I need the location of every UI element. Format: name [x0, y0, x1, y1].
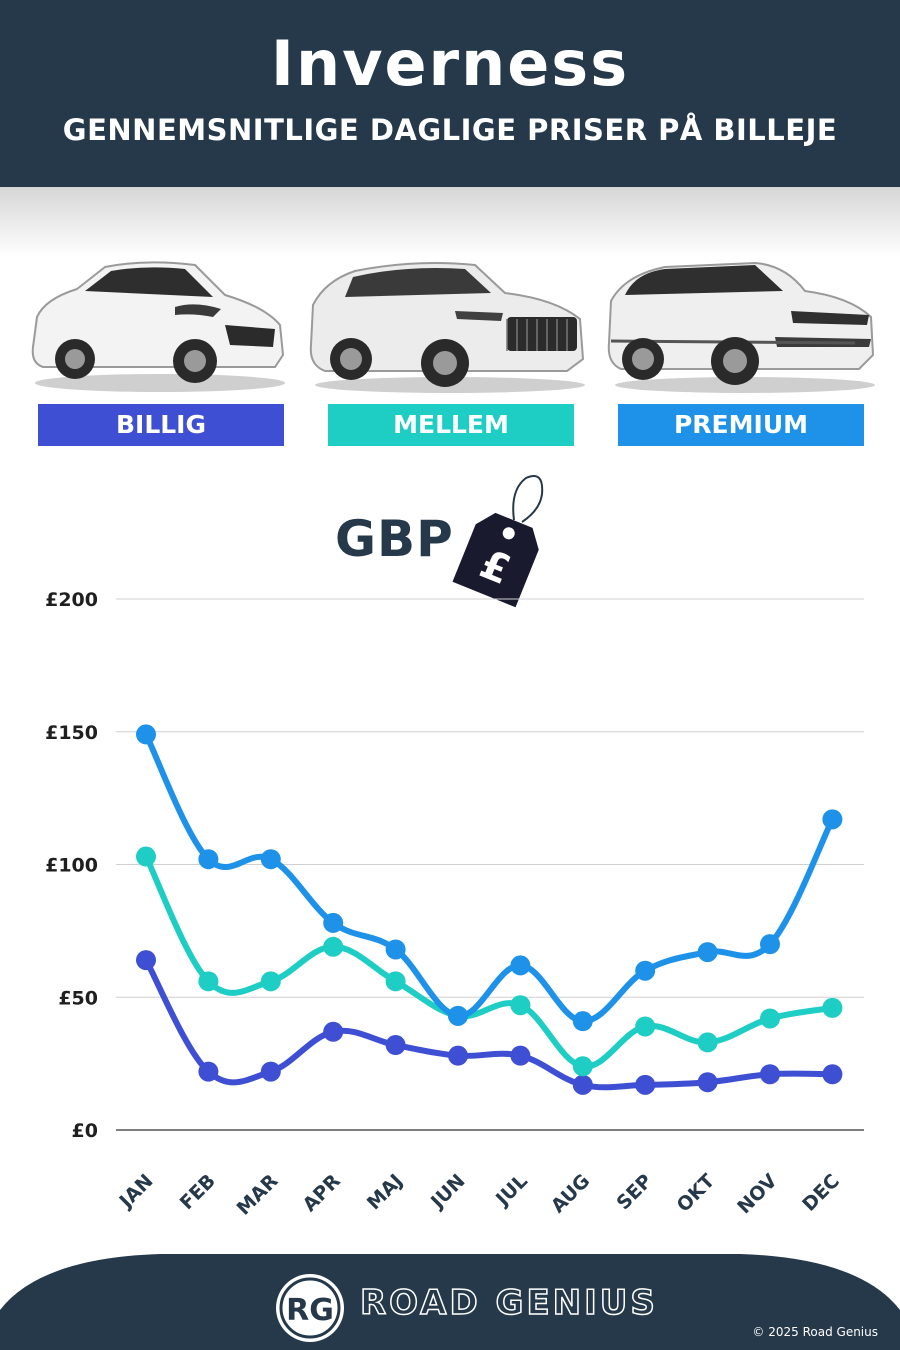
data-point-premium — [510, 955, 531, 976]
series-line-billig — [143, 957, 836, 1091]
road-genius-logo: RG — [276, 1274, 344, 1342]
category-badge-mellem: MELLEM — [328, 404, 574, 446]
header-shadow — [0, 187, 900, 257]
data-point-mellem — [385, 971, 406, 992]
logo-text: RG — [286, 1293, 334, 1328]
data-point-billig — [260, 1061, 281, 1082]
premium-suv-image — [607, 261, 875, 393]
series-line-mellem — [143, 853, 836, 1070]
brand-name: ROAD GENIUS — [359, 1282, 658, 1324]
data-point-billig — [572, 1074, 593, 1095]
footer-band — [0, 1254, 900, 1350]
x-tick-label: APR — [299, 1170, 345, 1216]
data-point-premium — [760, 934, 780, 955]
data-point-billig — [822, 1064, 843, 1085]
data-point-billig — [198, 1061, 219, 1082]
data-point-premium — [323, 912, 344, 933]
category-badge-premium: PREMIUM — [618, 404, 864, 446]
data-point-mellem — [635, 1016, 656, 1037]
data-point-mellem — [323, 936, 344, 957]
x-tick-label: NOV — [733, 1170, 781, 1218]
data-point-premium — [448, 1005, 468, 1026]
page-subtitle: GENNEMSNITLIGE DAGLIGE PRISER PÅ BILLEJE — [62, 113, 838, 147]
x-tick-label: JUN — [425, 1170, 469, 1214]
x-tick-label: MAJ — [363, 1170, 407, 1214]
x-tick-label: OKT — [673, 1170, 720, 1217]
data-point-mellem — [136, 846, 156, 867]
data-point-billig — [760, 1064, 780, 1085]
data-point-billig — [385, 1035, 406, 1056]
data-point-billig — [697, 1072, 718, 1093]
price-line-chart: £0 £50 £100 £150 £200 JAN FEB MAR APR MAJ JUN JUL AU… — [45, 589, 864, 1220]
data-point-mellem — [760, 1008, 780, 1029]
data-point-premium — [572, 1011, 593, 1032]
data-point-premium — [198, 849, 219, 870]
data-point-mellem — [697, 1032, 718, 1053]
x-tick-label: SEP — [612, 1170, 656, 1214]
copyright: © 2025 Road Genius — [752, 1325, 878, 1339]
header: Inverness GENNEMSNITLIGE DAGLIGE PRISER … — [0, 0, 900, 187]
x-tick-label: DEC — [798, 1170, 844, 1216]
data-point-billig — [323, 1021, 344, 1042]
x-tick-label: JUL — [490, 1170, 531, 1211]
category-badge-billig: BILLIG — [38, 404, 284, 446]
data-point-premium — [635, 960, 656, 981]
data-point-premium — [697, 942, 718, 963]
data-point-mellem — [260, 971, 281, 992]
data-point-mellem — [198, 971, 219, 992]
data-point-mellem — [510, 995, 531, 1016]
x-tick-label: MAR — [233, 1170, 283, 1220]
data-point-mellem — [572, 1056, 593, 1077]
page-title: Inverness — [270, 27, 630, 100]
x-tick-label: AUG — [547, 1170, 594, 1217]
data-point-billig — [448, 1045, 468, 1066]
y-tick-label: £0 — [72, 1120, 98, 1142]
data-point-premium — [260, 849, 281, 870]
y-tick-label: £200 — [45, 589, 98, 611]
x-tick-label: FEB — [176, 1170, 220, 1214]
y-tick-label: £100 — [45, 855, 98, 877]
data-point-premium — [385, 939, 406, 960]
currency-label: GBP — [335, 510, 454, 568]
midsize-suv-image — [309, 262, 585, 393]
y-tick-label: £50 — [58, 987, 98, 1009]
data-point-billig — [635, 1074, 656, 1095]
series-line-premium — [143, 731, 836, 1025]
economy-car-image — [31, 261, 285, 392]
y-tick-label: £150 — [45, 722, 98, 744]
data-point-billig — [136, 950, 156, 971]
price-tag-icon: £ — [452, 475, 544, 608]
x-tick-label: JAN — [114, 1170, 158, 1214]
data-point-premium — [136, 724, 156, 745]
data-point-billig — [510, 1045, 531, 1066]
data-point-mellem — [822, 997, 843, 1018]
data-point-premium — [822, 809, 843, 830]
